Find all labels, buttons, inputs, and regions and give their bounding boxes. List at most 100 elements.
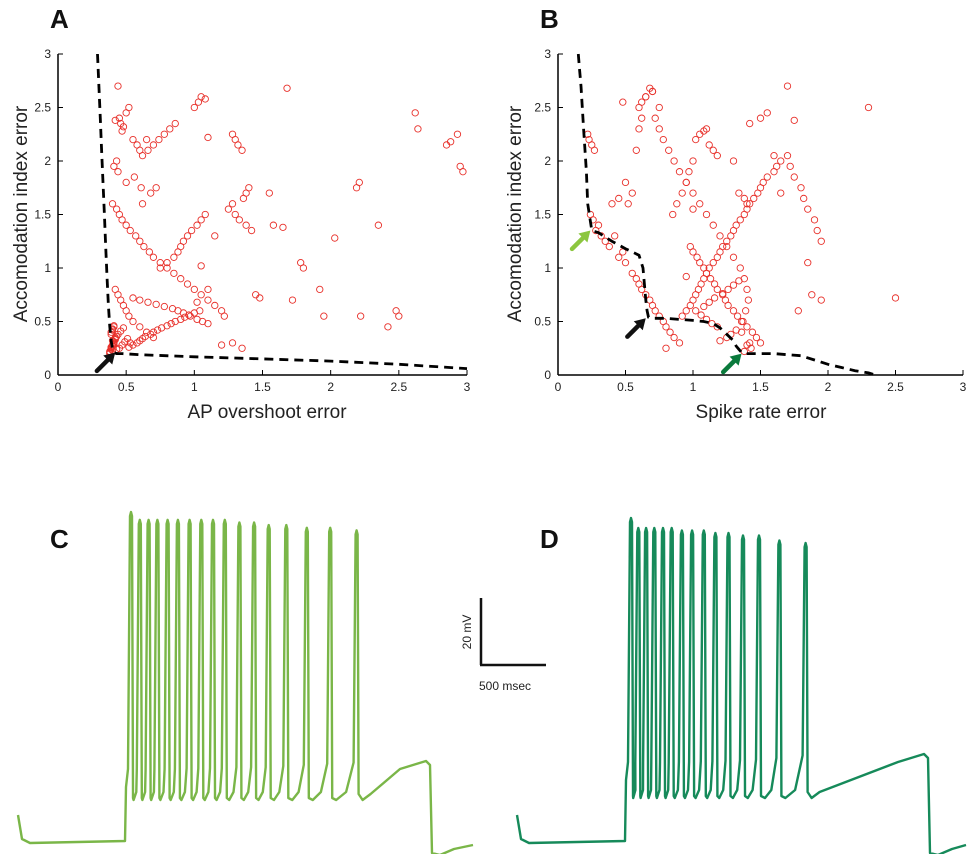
arrow-head: [729, 353, 742, 366]
scatter-point-a: [357, 312, 365, 320]
scatter-point-b: [759, 178, 767, 187]
scatter-point-a: [138, 200, 147, 208]
scatter-point-b: [742, 307, 750, 315]
scatter-point-b: [808, 291, 816, 299]
scatter-point-b: [608, 200, 616, 208]
y-axis-label-a: Accomodation index error: [11, 105, 32, 322]
scatter-point-a: [118, 127, 126, 135]
arrow-shaft: [625, 322, 642, 339]
voltage-trace-c: [16, 510, 474, 854]
scatter-point-a: [395, 312, 403, 320]
arrow-head: [103, 352, 116, 365]
scatter-point-b: [797, 184, 805, 192]
scatter-point-a: [144, 146, 152, 154]
scatter-point-a: [183, 232, 192, 240]
scatter-point-a: [453, 130, 462, 138]
scatter-point-b: [719, 242, 727, 251]
scatter-point-b: [689, 205, 697, 213]
panel-letter-c: C: [50, 524, 69, 554]
scatter-point-a: [238, 146, 246, 154]
scatter-point-b: [705, 298, 713, 306]
scatter-point-a: [170, 269, 178, 277]
scatter-point-b: [783, 151, 792, 160]
scatter-point-b: [655, 103, 663, 112]
x-tick-label-a: 2: [327, 380, 334, 394]
scatter-point-a: [145, 248, 153, 256]
y-tick-label-a: 0.5: [34, 315, 51, 329]
scatter-point-a: [122, 221, 130, 229]
scatter-point-b: [628, 189, 636, 197]
scatter-point-b: [737, 317, 746, 326]
scatter-point-a: [299, 264, 308, 272]
scatter-point-b: [743, 323, 751, 331]
scatter-point-b: [685, 168, 693, 176]
scatter-point-a: [231, 210, 239, 219]
arrow-marker-b: [720, 353, 742, 375]
scatter-point-a: [118, 216, 126, 224]
scatter-point-b: [735, 189, 743, 197]
scatter-point-a: [374, 221, 383, 229]
scatter-point-b: [615, 253, 623, 261]
scatter-point-a: [149, 253, 158, 261]
scatter-point-b: [702, 125, 711, 133]
panel-letters: A B C D: [50, 4, 559, 554]
x-tick-label-b: 0.5: [617, 380, 634, 394]
scatter-point-b: [590, 146, 599, 154]
pareto-front-line-b: [576, 53, 876, 377]
y-tick-label-a: 2: [44, 154, 51, 168]
scatter-point-a: [129, 294, 137, 302]
scatter-point-b: [813, 226, 821, 235]
scatter-point-b: [659, 135, 667, 144]
scatter-point-a: [129, 135, 137, 144]
scatter-point-b: [729, 157, 738, 165]
scatter-point-b: [670, 157, 678, 165]
scatter-point-b: [756, 114, 765, 122]
x-tick-label-a: 0.5: [118, 380, 135, 394]
arrow-marker-a: [94, 352, 116, 374]
scatter-point-a: [138, 151, 147, 160]
scatter-point-b: [628, 269, 636, 277]
scatter-point-b: [638, 114, 646, 122]
arrow-marker-b: [625, 318, 646, 339]
scatter-point-b: [705, 141, 713, 149]
scatter-point-a: [111, 116, 119, 124]
scatter-point-a: [234, 141, 242, 149]
scatter-point-a: [252, 291, 260, 299]
scatter-point-b: [651, 307, 659, 315]
scatter-point-b: [696, 200, 704, 208]
scatter-point-b: [702, 210, 711, 219]
scatter-point-a: [217, 341, 226, 349]
scatter-point-a: [119, 123, 128, 131]
scatter-point-b: [605, 242, 613, 251]
scatter-point-b: [748, 328, 757, 336]
y-tick-label-a: 1.5: [34, 208, 51, 222]
y-tick-label-b: 3: [544, 47, 551, 61]
scatter-point-a: [204, 285, 212, 294]
scatter-point-a: [196, 307, 204, 315]
scatter-point-b: [743, 341, 751, 349]
scatter-point-b: [709, 221, 717, 229]
scatter-point-a: [190, 103, 198, 112]
scatter-point-a: [446, 138, 455, 146]
scatter-point-a: [459, 168, 467, 176]
scale-bar-time-label: 500 msec: [479, 679, 531, 693]
scatter-point-a: [355, 178, 363, 187]
scatter-point-a: [197, 216, 205, 224]
y-tick-label-b: 1.5: [534, 208, 551, 222]
y-tick-label-b: 2.5: [534, 101, 551, 115]
x-axis-label-b: Spike rate error: [696, 402, 828, 423]
scatter-point-b: [729, 281, 738, 289]
scatter-point-a: [160, 302, 168, 311]
scatter-point-b: [702, 269, 711, 277]
scatter-point-a: [130, 173, 138, 181]
arrow-shaft: [569, 234, 587, 252]
scatter-point-a: [279, 223, 287, 231]
scatter-point-a: [179, 237, 188, 245]
scatter-point-b: [642, 93, 650, 101]
scatter-point-b: [689, 189, 697, 197]
scatter-point-a: [147, 189, 155, 197]
scatter-point-a: [283, 84, 291, 92]
scatter-point-a: [181, 313, 189, 321]
y-tick-label-a: 2.5: [34, 101, 51, 115]
